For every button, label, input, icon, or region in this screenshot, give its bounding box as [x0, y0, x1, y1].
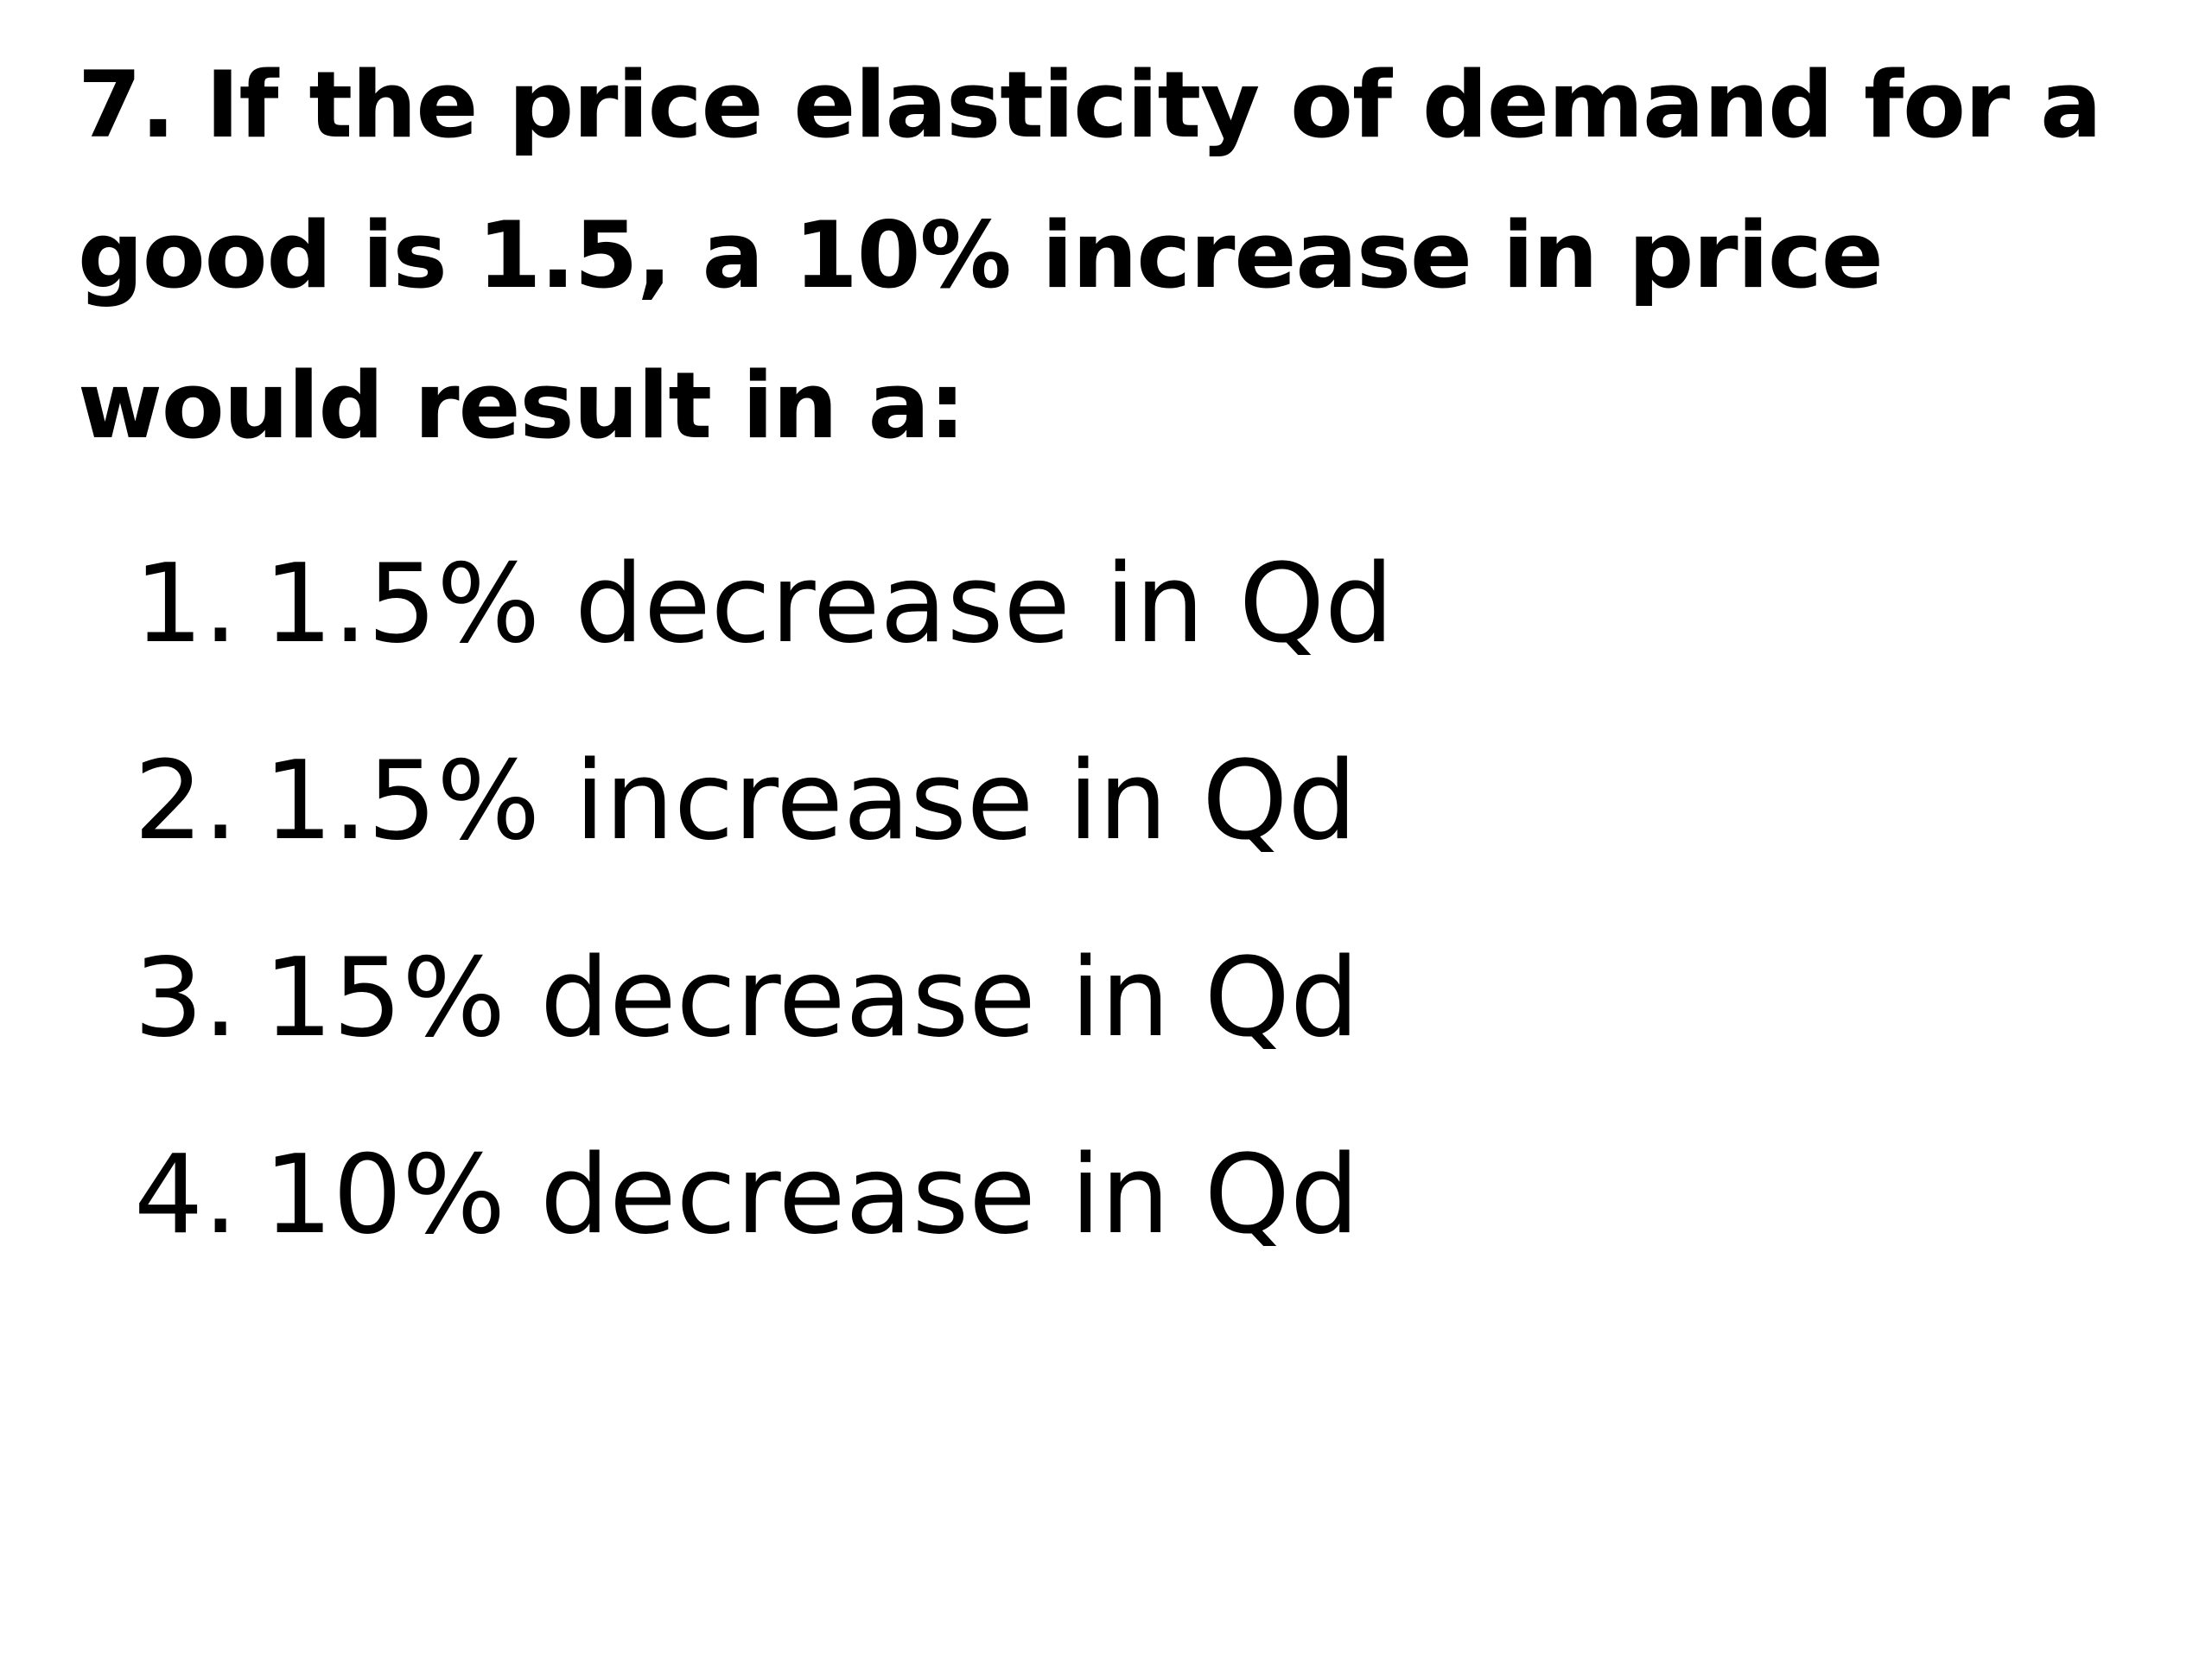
- answer-option-3[interactable]: 3. 15% decrease in Qd: [134, 899, 1394, 1096]
- option-number: 1.: [134, 540, 238, 667]
- answer-options: 1. 1.5% decrease in Qd 2. 1.5% increase …: [134, 505, 1394, 1294]
- option-label: 1.5% decrease in Qd: [264, 540, 1394, 667]
- answer-option-2[interactable]: 2. 1.5% increase in Qd: [134, 702, 1394, 899]
- option-label: 1.5% increase in Qd: [264, 737, 1357, 864]
- question-line: 7. If the price elasticity of demand for…: [78, 52, 2102, 158]
- answer-option-1[interactable]: 1. 1.5% decrease in Qd: [134, 505, 1394, 702]
- option-label: 15% decrease in Qd: [264, 934, 1359, 1061]
- answer-option-4[interactable]: 4. 10% decrease in Qd: [134, 1096, 1394, 1294]
- question-line: would result in a:: [78, 353, 966, 459]
- option-number: 4.: [134, 1131, 238, 1258]
- option-number: 2.: [134, 737, 238, 864]
- option-label: 10% decrease in Qd: [264, 1131, 1359, 1258]
- question-text: 7. If the price elasticity of demand for…: [78, 30, 2186, 481]
- question-line: good is 1.5, a 10% increase in price: [78, 202, 1884, 308]
- option-number: 3.: [134, 934, 238, 1061]
